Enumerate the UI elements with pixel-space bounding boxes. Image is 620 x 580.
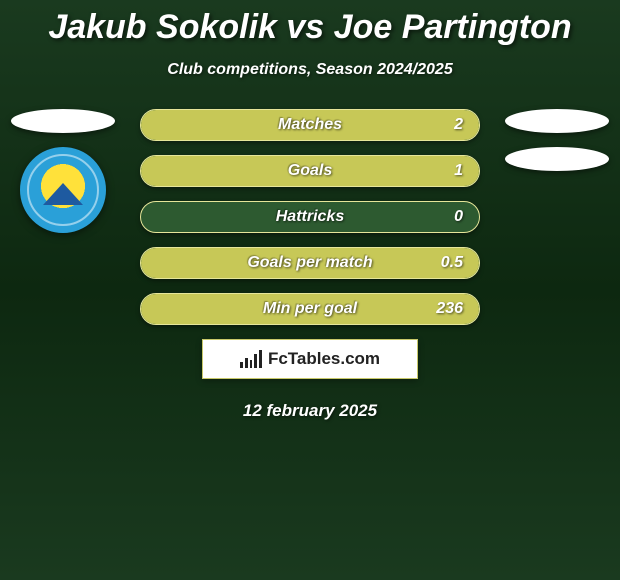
stat-label: Matches xyxy=(278,116,342,134)
stat-row: Matches 2 xyxy=(140,109,480,141)
stat-value: 236 xyxy=(436,300,463,318)
comparison-date: 12 february 2025 xyxy=(0,401,620,421)
player-placeholder-ellipse xyxy=(505,147,609,171)
stat-row: Goals per match 0.5 xyxy=(140,247,480,279)
branding-badge[interactable]: FcTables.com xyxy=(202,339,418,379)
player-placeholder-ellipse xyxy=(505,109,609,133)
right-player-column xyxy=(502,109,612,185)
left-player-column xyxy=(8,109,118,233)
stat-row: Goals 1 xyxy=(140,155,480,187)
club-badge-icon xyxy=(20,147,106,233)
stat-value: 2 xyxy=(454,116,463,134)
branding-text: FcTables.com xyxy=(268,349,380,369)
comparison-body: Matches 2 Goals 1 Hattricks 0 Goals per match 0… xyxy=(0,109,620,421)
stat-label: Goals xyxy=(288,162,332,180)
comparison-subtitle: Club competitions, Season 2024/2025 xyxy=(0,61,620,79)
chart-icon xyxy=(240,350,262,368)
stat-value: 0 xyxy=(454,208,463,226)
stat-row: Min per goal 236 xyxy=(140,293,480,325)
stat-label: Goals per match xyxy=(247,254,372,272)
player-placeholder-ellipse xyxy=(11,109,115,133)
stat-label: Hattricks xyxy=(276,208,344,226)
stat-rows: Matches 2 Goals 1 Hattricks 0 Goals per match 0… xyxy=(140,109,480,325)
comparison-title: Jakub Sokolik vs Joe Partington xyxy=(0,0,620,47)
stat-value: 1 xyxy=(454,162,463,180)
stat-value: 0.5 xyxy=(441,254,463,272)
stat-row: Hattricks 0 xyxy=(140,201,480,233)
stat-label: Min per goal xyxy=(263,300,357,318)
